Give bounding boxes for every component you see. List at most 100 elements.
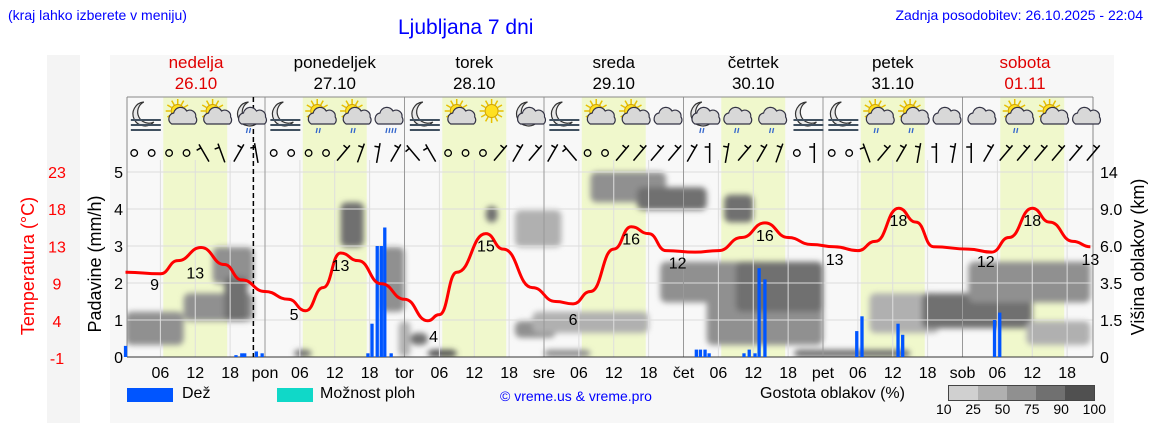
cloud-heavy-rain-icon [374,106,404,134]
wind-barb-icon [1086,144,1101,162]
rain-bar [389,353,393,357]
sun-cloud-icon [200,99,233,125]
temperature-label: 9 [150,277,159,294]
wind-barb-icon [356,143,366,163]
sun-cloud-rain-icon [898,99,930,134]
rain-bar [855,331,859,357]
day-name: torek [455,53,493,72]
cloud-icon [967,106,997,125]
sun-cloud-icon [444,99,477,125]
density-tick: 10 [936,401,952,417]
density-tick: 75 [1023,401,1040,417]
cloud-rain-icon [723,106,753,134]
wind-barb-icon [686,143,698,163]
rain-bar [757,268,761,357]
cloud-height-tick: 0 [1100,350,1109,367]
wind-barb-icon [512,143,524,163]
page-title: Ljubljana 7 dni [398,16,534,39]
wind-calm-icon [479,149,487,157]
x-tick-label: 12 [605,365,623,382]
wind-barb-icon [877,144,892,162]
rain-bar [370,323,374,357]
x-tick-label: 06 [570,365,588,382]
day-name: nedelja [169,53,224,72]
rain-bar [254,351,258,357]
temperature-label: 13 [186,266,204,283]
rain-bar [860,316,864,357]
day-name: sreda [592,53,635,72]
x-tick-label: pet [812,365,835,382]
moon-fog-icon [270,101,301,131]
wind-barb-icon [390,143,402,163]
wind-barb-icon [196,143,210,163]
x-tick-label: sob [950,365,976,382]
rain-bar [379,246,383,357]
x-tick-label: 18 [919,365,937,382]
wind-calm-icon [601,149,609,157]
last-update: Zadnja posodobitev: 26.10.2025 - 22:04 [895,7,1143,23]
wind-barb-icon [1016,144,1031,162]
wind-calm-icon [845,149,854,157]
cloud-blob [381,247,405,312]
wind-calm-icon [287,149,296,157]
wind-barb-icon [528,144,543,162]
precip-tick: 1 [114,313,123,330]
showers-label: Možnost ploh [320,385,416,402]
cloud-blob [735,261,823,312]
temperature-tick: -1 [50,351,64,368]
rain-bar [240,353,244,357]
temperature-axis-title: Temperatura (°C) [18,197,38,335]
rain-bar [698,349,703,357]
sun-icon [479,99,504,123]
wind-barb-icon [931,143,938,163]
x-tick-label: 18 [779,365,797,382]
wind-calm-icon [130,149,139,157]
copyright-link[interactable]: © vreme.us & vreme.pro [500,388,652,404]
day-date: 29.10 [592,74,635,93]
location-hint[interactable]: (kraj lahko izberete v meniju) [8,7,187,23]
density-tick: 90 [1053,401,1069,417]
moon-cloud-icon [516,101,547,127]
wind-barb-icon [493,144,508,162]
rain-bar [896,323,900,357]
rain-bar [763,279,767,357]
x-tick-label: čet [673,365,695,382]
wind-barb-icon [547,143,559,163]
day-name: ponedeljek [294,53,377,72]
x-tick-label: 18 [500,365,518,382]
wind-barb-icon [756,143,768,163]
cloud-icon [1072,106,1102,125]
x-tick-label: 12 [744,365,762,382]
wind-barb-icon [704,143,711,163]
wind-barb-icon [999,144,1014,162]
x-tick-label: 18 [1058,365,1076,382]
rain-bar [694,349,698,357]
moon-fog-icon [793,101,824,131]
sun-cloud-rain-icon [340,99,372,134]
temperature-label: 18 [890,213,908,230]
wind-barb-icon [667,144,682,162]
sun-cloud-rain-icon [305,99,337,134]
precip-axis-title: Padavine (mm/h) [85,195,105,332]
wind-calm-icon [269,149,278,157]
wind-barb-icon [949,143,957,163]
rain-bar [243,353,247,357]
precip-tick: 3 [114,239,123,256]
cloud-blob [212,247,254,284]
cloud-blob [544,349,591,357]
temperature-label: 16 [756,228,774,245]
x-tick-label: 18 [361,365,379,382]
wind-barb-icon [895,143,908,163]
density-tick: 25 [965,401,981,417]
density-swatch [1065,386,1094,400]
wind-barb-icon [650,144,665,162]
wind-barb-icon [405,144,421,162]
temperature-tick: 9 [53,277,62,294]
wind-barb-icon [632,144,647,162]
temperature-label: 15 [477,239,495,256]
cloud-blob [127,311,184,345]
day-date: 01.11 [1004,74,1045,93]
cloud-blob [427,349,457,357]
moon-cloud-rain-icon [690,101,721,134]
wind-barb-icon [809,143,816,163]
